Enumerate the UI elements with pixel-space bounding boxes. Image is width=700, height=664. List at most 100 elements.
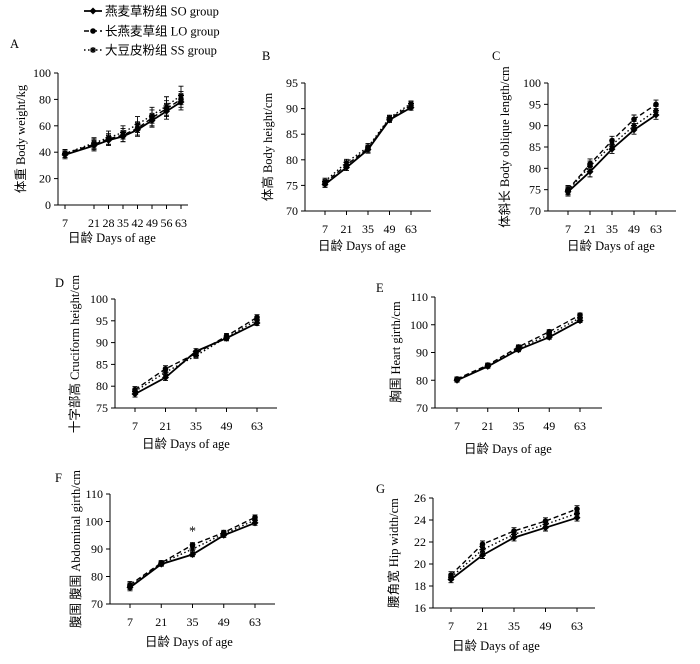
y-axis-label: 腰角宽 Hip width/cm — [386, 498, 401, 608]
y-axis-label: 体斜长 Body oblique length/cm — [498, 66, 512, 228]
y-axis-label: 腹围 腹围 Abdominal girth/cm — [69, 470, 83, 628]
data-point — [577, 314, 583, 321]
series-line — [450, 516, 578, 581]
y-tick-label: 80 — [96, 379, 108, 393]
data-point — [254, 316, 260, 323]
legend-marker-solid — [89, 7, 97, 15]
y-axis-label: 十字部高 Cruciform height/cm — [67, 275, 82, 434]
series-dotted — [322, 100, 414, 185]
data-point — [454, 376, 460, 383]
y-axis-label: 胸围 Heart girth/cm — [388, 301, 403, 403]
y-tick-label: 90 — [91, 542, 103, 556]
data-point — [653, 107, 659, 114]
data-point — [322, 178, 328, 185]
x-tick-label: 49 — [543, 419, 555, 433]
legend-label: 大豆皮粉组 SS group — [105, 43, 217, 58]
series-dotted — [127, 517, 258, 590]
series-line — [450, 508, 578, 576]
y-tick-label: 90 — [529, 119, 541, 133]
chart-panel-f: 70 80 90 100 110 7 21 35 49 63 * F 日龄 Days of age 腹围 … — [55, 470, 275, 649]
y-tick-label: 100 — [90, 292, 108, 306]
x-tick-label: 35 — [606, 222, 618, 236]
y-tick-label: 95 — [286, 76, 298, 90]
y-tick-label: 110 — [410, 290, 428, 304]
x-tick-label: 21 — [477, 619, 489, 633]
data-point — [162, 369, 169, 376]
y-tick-label: 100 — [410, 318, 428, 332]
y-tick-label: 24 — [414, 513, 426, 527]
x-tick-label: 21 — [584, 222, 596, 236]
x-axis-label: 日龄 Days of age — [145, 635, 233, 649]
chart-panel-a: 0 20 40 60 80 100 7 21 28 35 42 49 56 63 A 日龄 Days of a… — [10, 37, 188, 245]
series-dotted — [132, 316, 260, 395]
data-point — [631, 122, 637, 129]
data-point — [386, 114, 393, 121]
x-tick-label: 21 — [341, 222, 353, 236]
panel-letter: A — [10, 37, 19, 51]
legend-label: 长燕麦草组 LO group — [105, 25, 220, 39]
x-tick-label: 63 — [405, 222, 417, 236]
panel-letter: F — [55, 471, 62, 485]
y-tick-label: 100 — [33, 66, 51, 80]
x-tick-label: 63 — [650, 222, 662, 236]
data-point — [62, 150, 68, 157]
data-point — [479, 546, 486, 553]
chart-panel-b: 70 75 80 85 90 95 7 21 35 49 63 B 日龄 Days of age 体高 B… — [260, 49, 431, 253]
data-point — [515, 345, 522, 352]
y-tick-label: 80 — [39, 92, 51, 106]
y-tick-label: 18 — [414, 579, 426, 593]
data-point — [343, 159, 350, 166]
y-tick-label: 80 — [286, 153, 298, 167]
y-tick-label: 26 — [414, 491, 426, 505]
y-tick-label: 80 — [529, 161, 541, 175]
data-point — [542, 521, 549, 528]
panel-letter: G — [376, 482, 385, 496]
y-tick-label: 70 — [529, 204, 541, 218]
panel-letter: C — [492, 49, 500, 63]
data-point — [189, 542, 196, 548]
x-tick-label: 35 — [190, 419, 202, 433]
y-tick-label: 95 — [529, 97, 541, 111]
y-tick-label: 0 — [45, 198, 51, 212]
data-point — [511, 531, 517, 538]
x-tick-label: 7 — [62, 216, 68, 230]
chart-panel-d: 75 80 85 90 95 100 7 21 35 49 63 D 日龄 Days of age 十字部… — [55, 275, 277, 451]
x-tick-label: 35 — [117, 216, 129, 230]
data-point — [574, 510, 580, 517]
series-dotted — [565, 106, 659, 196]
x-tick-label: 7 — [127, 615, 133, 629]
data-point — [158, 560, 165, 567]
x-tick-label: 21 — [155, 615, 167, 629]
y-tick-label: 95 — [96, 314, 108, 328]
significance-marker: * — [189, 524, 196, 539]
legend-label: 燕麦草粉组 SO group — [105, 4, 219, 19]
data-point — [132, 388, 138, 395]
y-tick-label: 90 — [286, 102, 298, 116]
x-tick-label: 49 — [218, 615, 230, 629]
panel-letter: D — [55, 276, 64, 290]
y-tick-label: 70 — [91, 597, 103, 611]
x-tick-label: 7 — [565, 222, 571, 236]
y-tick-label: 16 — [414, 601, 426, 615]
chart-panel-g: 16 18 20 22 24 26 7 21 35 49 63 G 日龄 Days of age 腰角宽 … — [376, 482, 595, 653]
x-tick-label: 28 — [103, 216, 115, 230]
y-tick-label: 80 — [91, 570, 103, 584]
x-tick-label: 63 — [249, 615, 261, 629]
x-axis-label: 日龄 Days of age — [464, 442, 552, 456]
x-tick-label: 56 — [161, 216, 173, 230]
data-point — [479, 541, 486, 547]
series-line — [456, 314, 581, 380]
y-tick-label: 75 — [96, 401, 108, 415]
data-point — [120, 129, 126, 136]
data-point — [546, 331, 553, 338]
x-tick-label: 35 — [362, 222, 374, 236]
x-tick-label: 21 — [88, 216, 100, 230]
legend-marker-dotted — [90, 47, 96, 53]
x-axis-label: 日龄 Days of age — [452, 639, 540, 653]
data-point — [178, 92, 184, 99]
x-axis-label: 日龄 Days of age — [68, 231, 156, 245]
legend-marker-dashed — [90, 28, 96, 34]
data-point — [163, 103, 170, 109]
